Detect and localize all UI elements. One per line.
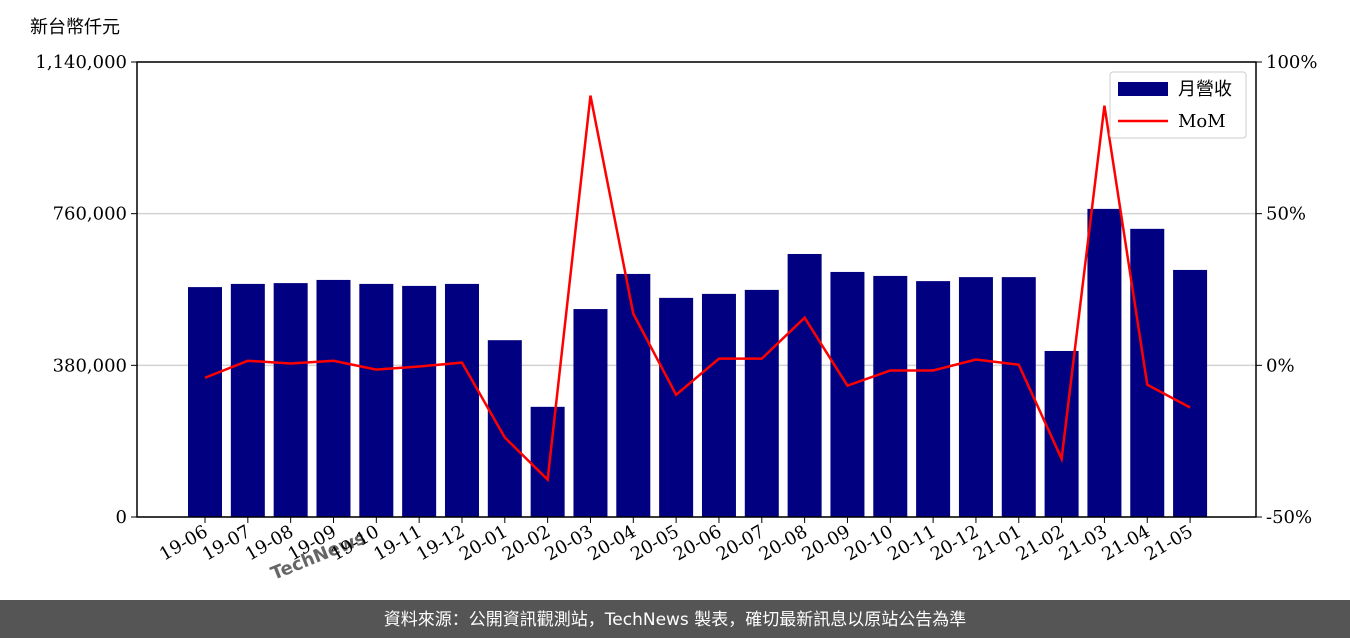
bar — [230, 283, 265, 517]
y-tick-label: 1,140,000 — [35, 52, 127, 73]
bar — [359, 283, 394, 517]
x-tick-label: 19-12 — [413, 521, 468, 565]
plot-frame — [136, 61, 1257, 518]
bar — [701, 293, 736, 517]
bar — [830, 271, 865, 517]
x-tick-label: 20-03 — [542, 521, 597, 565]
line — [204, 95, 1191, 483]
bar — [530, 406, 565, 517]
bar — [402, 285, 437, 517]
x-tick-label: 20-10 — [841, 521, 896, 565]
legend-label: 月營收 — [1178, 79, 1232, 100]
x-tick-label: 20-12 — [927, 521, 982, 565]
y2-tick-label: 100% — [1266, 52, 1317, 73]
y-tick-label: 380,000 — [53, 355, 127, 376]
bar — [744, 289, 779, 517]
x-tick-label: 20-06 — [670, 521, 725, 565]
x-tick-label: 21-02 — [1013, 521, 1068, 565]
x-tick-label: 20-07 — [713, 521, 768, 565]
bar — [916, 281, 951, 517]
x-tick-label: 20-08 — [756, 521, 811, 565]
bar — [1001, 277, 1036, 517]
x-tick-label: 19-10 — [327, 521, 382, 565]
x-tick-label: 20-11 — [884, 521, 939, 565]
bar — [1087, 208, 1122, 517]
x-tick-label: 20-01 — [456, 521, 511, 565]
bar — [188, 287, 222, 517]
bar — [273, 283, 308, 517]
bar — [873, 275, 908, 517]
x-tick-label: 20-09 — [799, 521, 854, 565]
bar — [316, 279, 351, 517]
y2-tick-label: 50% — [1266, 204, 1306, 225]
x-tick-label: 21-03 — [1055, 521, 1110, 565]
legend-swatch — [1118, 82, 1168, 96]
footer-text: 資料來源：公開資訊觀測站，TechNews 製表，確切最新訊息以原站公告為準 — [384, 610, 966, 630]
y-tick-label: 760,000 — [53, 204, 127, 225]
x-tick-label: 21-05 — [1141, 521, 1196, 565]
y2-tick-label: 0% — [1266, 355, 1295, 376]
x-tick-label: 19-06 — [156, 521, 211, 565]
x-tick-label: 21-04 — [1098, 521, 1153, 565]
bar — [958, 277, 993, 517]
x-tick-label: 19-07 — [199, 521, 254, 565]
bar — [444, 283, 479, 517]
bar — [787, 253, 822, 517]
legend-label: MoM — [1178, 111, 1226, 132]
y2-tick-label: -50% — [1266, 507, 1312, 528]
x-tick-label: 20-05 — [627, 521, 682, 565]
bar — [573, 309, 608, 517]
x-tick-label: 21-01 — [970, 521, 1025, 565]
y-axis-label: 新台幣仟元 — [30, 17, 120, 38]
x-tick-label: 20-04 — [584, 521, 639, 565]
bar — [1130, 228, 1165, 518]
y-tick-label: 0 — [116, 507, 127, 528]
x-tick-label: 19-11 — [370, 521, 425, 565]
x-tick-label: 20-02 — [499, 521, 554, 565]
footer-bar — [0, 600, 1350, 638]
bar — [487, 340, 522, 517]
bar — [659, 297, 694, 517]
bar — [1173, 269, 1208, 517]
